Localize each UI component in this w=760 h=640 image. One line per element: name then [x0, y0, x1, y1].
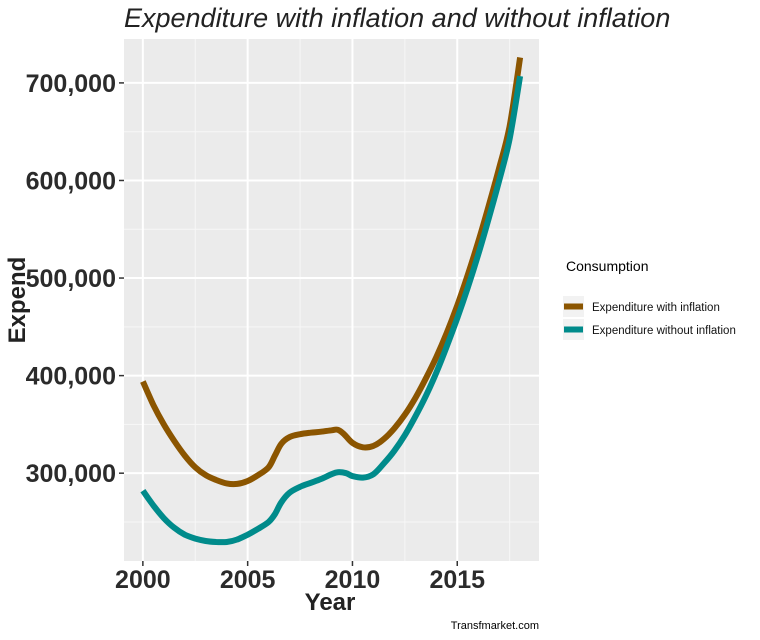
- x-axis-title: Year: [305, 589, 356, 616]
- series-lines: [140, 57, 524, 546]
- legend-label-1: Expenditure with inflation: [592, 302, 720, 314]
- legend: Consumption Expenditure with inflation Ex…: [563, 258, 736, 340]
- y-tick-label: 400,000: [26, 363, 116, 391]
- y-tick-label: 700,000: [26, 70, 116, 98]
- series-line-2: [140, 75, 524, 546]
- chart-title: Expenditure with inflation and without i…: [124, 3, 670, 33]
- caption: Transfmarket.com: [451, 620, 539, 632]
- legend-title: Consumption: [566, 258, 649, 274]
- x-tick-label: 2010: [325, 566, 381, 594]
- y-axis: 300,000 400,000 500,000 600,000 700,000: [26, 70, 124, 488]
- x-tick-label: 2005: [220, 566, 276, 594]
- y-tick-label: 300,000: [26, 460, 116, 488]
- series-line-1: [140, 57, 524, 488]
- y-tick-label: 600,000: [26, 167, 116, 195]
- x-axis: 2000 2005 2010 2015: [115, 561, 485, 594]
- y-tick-label: 500,000: [26, 265, 116, 293]
- plot-panel: [124, 39, 539, 561]
- y-axis-title: Expend: [4, 257, 31, 344]
- x-tick-label: 2015: [429, 566, 485, 594]
- x-tick-label: 2000: [115, 566, 171, 594]
- legend-label-2: Expenditure without inflation: [592, 325, 736, 337]
